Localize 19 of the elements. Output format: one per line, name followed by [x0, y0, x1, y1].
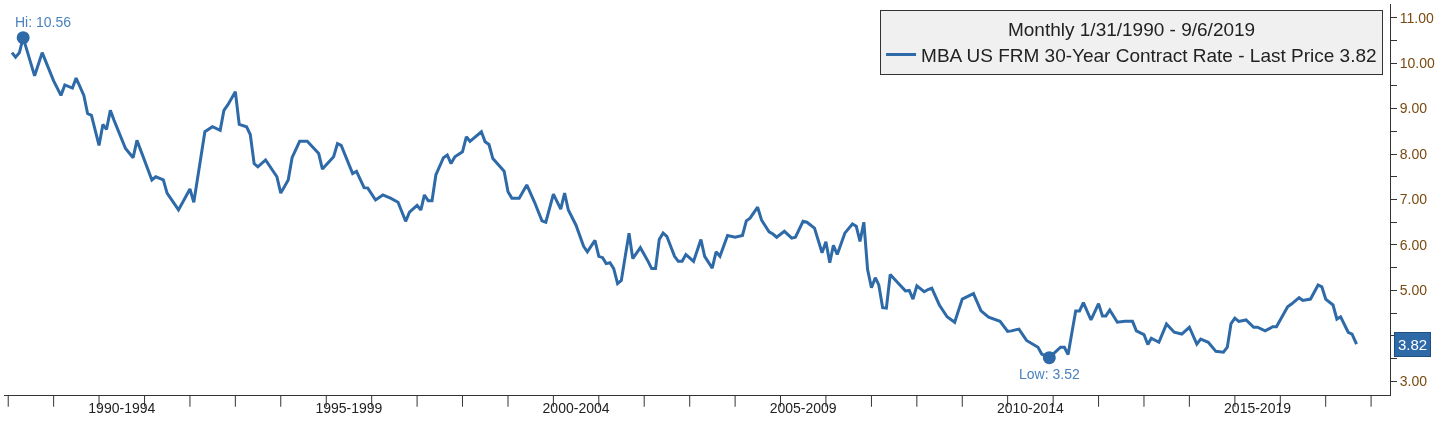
y-tick-label: 7.00: [1399, 191, 1428, 208]
y-tick-label: 11.00: [1399, 9, 1435, 26]
y-tick-label: 10.00: [1399, 55, 1436, 71]
x-tick-label: 1995-1999: [315, 399, 383, 416]
x-tick-label: 2010-2014: [996, 399, 1065, 416]
x-tick-label: 1990-1994: [88, 399, 156, 416]
annotation: Hi: 10.56: [15, 14, 72, 30]
y-tick-label: 6.00: [1399, 236, 1428, 253]
annotation: 3.82: [1398, 336, 1428, 353]
x-tick-label: 2015-2019: [1224, 399, 1292, 416]
legend-label: MBA US FRM 30-Year Contract Rate - Last Price 3.82: [921, 44, 1377, 66]
annotation: Low: 3.52: [1019, 366, 1080, 382]
y-tick-label: 8.00: [1399, 145, 1428, 162]
legend-title: Monthly 1/31/1990 - 9/6/2019: [1007, 18, 1256, 40]
y-tick-label: 9.00: [1399, 100, 1428, 117]
x-tick-label: 2005-2009: [769, 399, 837, 416]
x-tick-label: 2000-2004: [542, 399, 610, 416]
y-tick-label: 3.00: [1399, 373, 1428, 390]
y-tick-label: 5.00: [1399, 282, 1428, 299]
